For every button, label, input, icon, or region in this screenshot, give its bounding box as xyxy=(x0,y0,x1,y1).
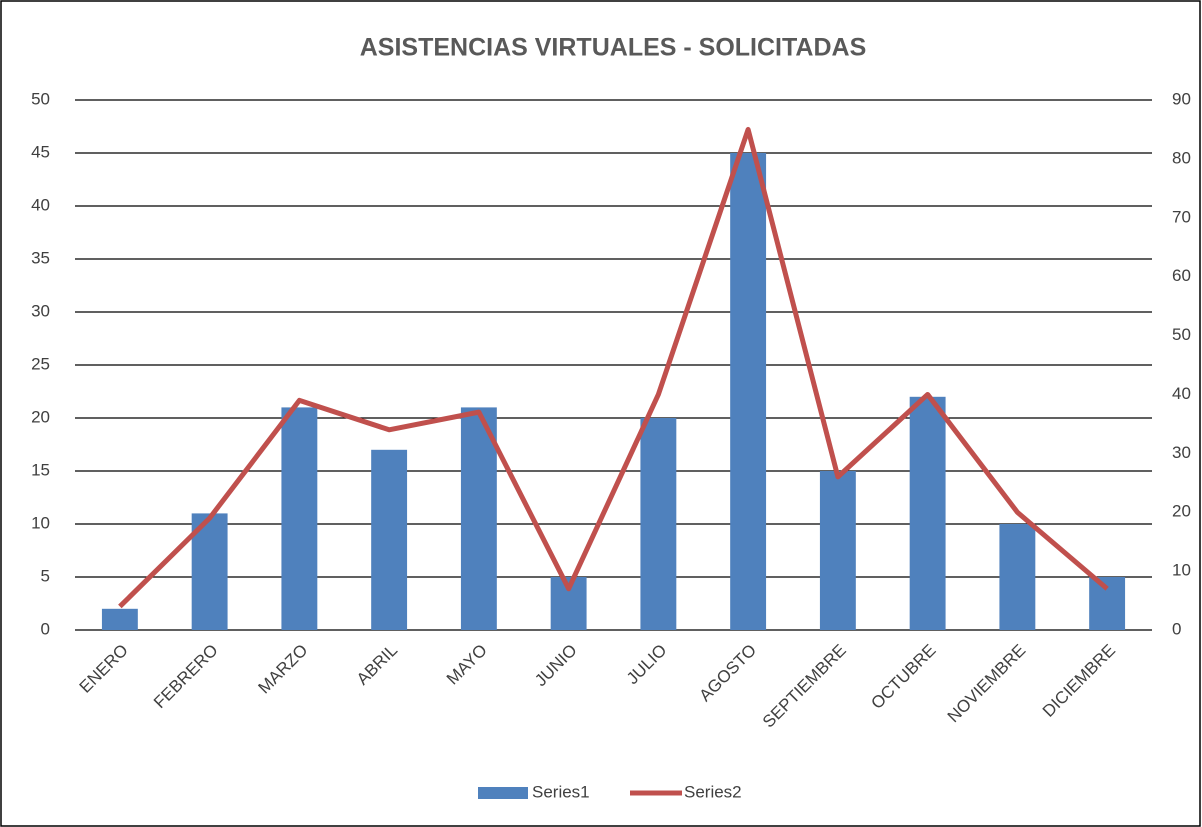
bar xyxy=(281,407,318,630)
y-tick-label: 5 xyxy=(41,566,50,585)
y2-tick-label: 20 xyxy=(1172,502,1191,521)
y-tick-label: 25 xyxy=(31,354,50,373)
y-tick-label: 0 xyxy=(41,619,50,638)
y2-tick-label: 60 xyxy=(1172,266,1191,285)
bar xyxy=(819,471,856,630)
y-tick-label: 20 xyxy=(31,407,50,426)
y2-tick-label: 50 xyxy=(1172,325,1191,344)
y-tick-label: 40 xyxy=(31,195,50,214)
y-tick-label: 10 xyxy=(31,513,50,532)
legend-label: Series2 xyxy=(684,782,742,801)
bar xyxy=(460,407,497,630)
y2-tick-label: 90 xyxy=(1172,89,1191,108)
bar xyxy=(730,153,767,630)
bar xyxy=(640,418,677,630)
y2-tick-label: 30 xyxy=(1172,443,1191,462)
chart-title: ASISTENCIAS VIRTUALES - SOLICITADAS xyxy=(360,34,867,62)
y2-tick-label: 10 xyxy=(1172,561,1191,580)
y2-tick-label: 80 xyxy=(1172,148,1191,167)
bar xyxy=(1089,577,1126,630)
y-tick-label: 35 xyxy=(31,248,50,267)
y2-tick-label: 0 xyxy=(1172,619,1181,638)
bar xyxy=(371,449,408,630)
y-tick-label: 15 xyxy=(31,460,50,479)
legend-label: Series1 xyxy=(532,782,590,801)
line xyxy=(118,126,1109,609)
y-tick-label: 45 xyxy=(31,142,50,161)
bar xyxy=(999,524,1036,630)
y2-tick-label: 40 xyxy=(1172,384,1191,403)
bar xyxy=(101,608,138,630)
legend-swatch xyxy=(478,787,528,799)
y-tick-label: 30 xyxy=(31,301,50,320)
bar xyxy=(909,396,946,630)
y2-tick-label: 70 xyxy=(1172,207,1191,226)
y-tick-label: 50 xyxy=(31,89,50,108)
